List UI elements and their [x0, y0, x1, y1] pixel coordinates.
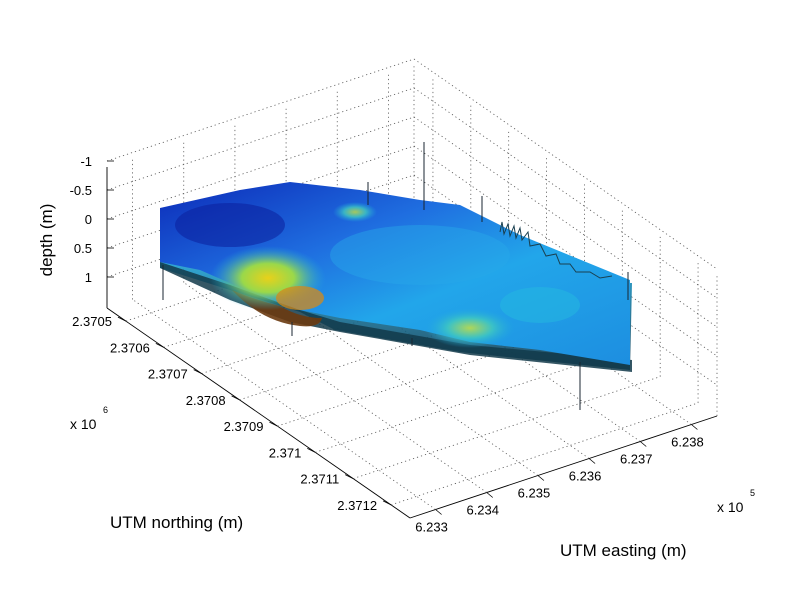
x-axis-line [409, 415, 718, 519]
x-tick-label: 6.234 [466, 503, 499, 518]
x-tick-label: 6.238 [671, 435, 704, 450]
y-tick-label: 2.371 [269, 445, 302, 460]
y-exponent-base: x 10 [70, 416, 97, 432]
depth-surface [160, 142, 632, 410]
y-tick-label: 2.3711 [300, 472, 339, 487]
z-tick-label: 0 [85, 212, 92, 227]
x-tick-label: 6.235 [518, 486, 551, 501]
x-exponent-power: 5 [750, 488, 755, 498]
z-tick-label: -1 [80, 154, 92, 169]
y-axis-label: UTM northing (m) [110, 513, 243, 532]
axis-box [106, 167, 718, 519]
y-tick-label: 2.3709 [224, 419, 264, 434]
y-tick-label: 2.3712 [337, 498, 377, 513]
y-tick-label: 2.3706 [110, 340, 150, 355]
y-axis-line [106, 307, 411, 519]
x-tick-label: 6.237 [620, 452, 653, 467]
y-tick-label: 2.3705 [72, 314, 112, 329]
y-tick-label: 2.3708 [186, 393, 226, 408]
x-exponent-base: x 10 [717, 499, 744, 515]
z-tick-label: -0.5 [70, 183, 92, 198]
z-tick-labels: -1 -0.5 0 0.5 1 [70, 154, 114, 285]
x-exponent: x 10 5 [717, 488, 755, 515]
x-tick-label: 6.236 [569, 469, 602, 484]
x-tick-labels: 6.233 6.234 6.235 6.236 6.237 6.238 [415, 424, 704, 535]
y-exponent: x 10 6 [70, 405, 108, 432]
z-tick-label: 0.5 [74, 241, 92, 256]
y-tick-labels: 2.3712 2.3711 2.371 2.3709 2.3708 2.3707 2.370… [72, 314, 392, 513]
x-tick-label: 6.233 [415, 520, 448, 535]
z-tick-label: 1 [85, 270, 92, 285]
x-axis-label: UTM easting (m) [560, 541, 687, 560]
y-tick-label: 2.3707 [148, 367, 188, 382]
z-axis-label: depth (m) [37, 204, 56, 277]
y-exponent-power: 6 [103, 405, 108, 415]
